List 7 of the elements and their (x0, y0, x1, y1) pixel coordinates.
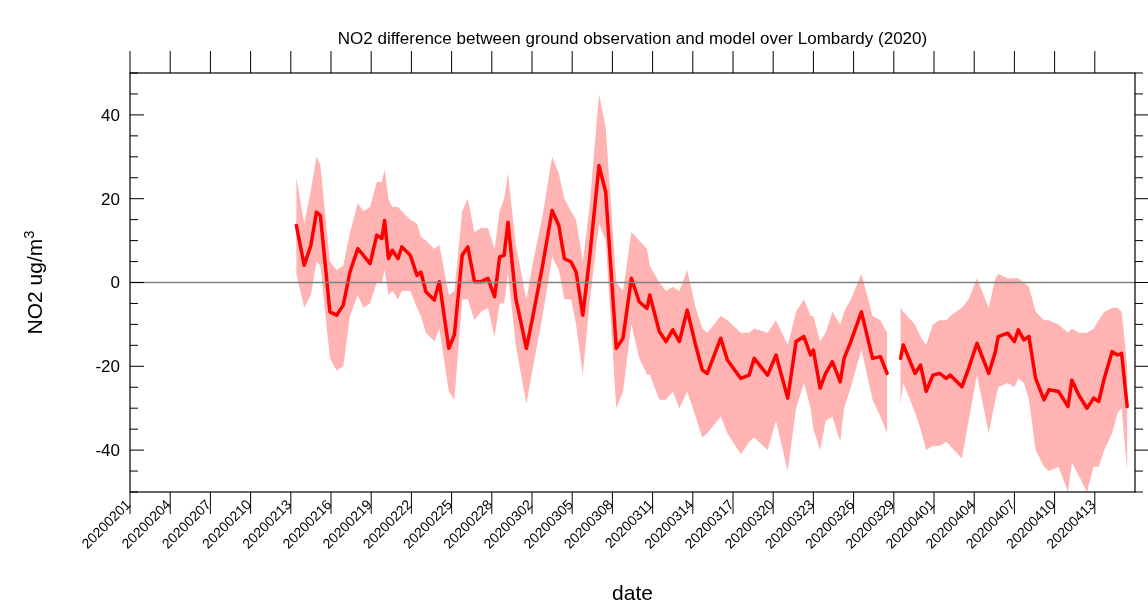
y-tick-label: 20 (101, 189, 120, 209)
y-tick-label: -40 (95, 441, 120, 461)
y-tick-label: 0 (110, 273, 120, 293)
x-axis-title: date (612, 581, 653, 604)
chart-title: NO2 difference between ground observation and model over Lombardy (2020) (337, 29, 928, 48)
y-tick-label: -20 (95, 357, 120, 377)
y-tick-label: 40 (101, 105, 120, 125)
